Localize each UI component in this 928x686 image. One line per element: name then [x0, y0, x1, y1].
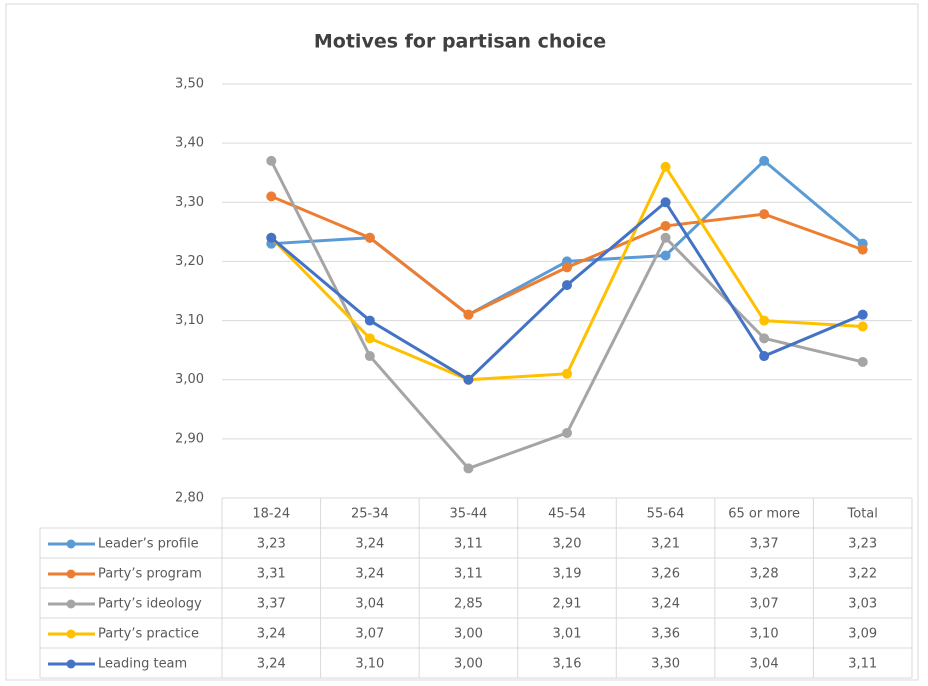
- y-tick-label: 2,80: [175, 491, 204, 506]
- x-tick-label: 45-54: [548, 507, 586, 522]
- y-tick-label: 2,90: [175, 431, 204, 446]
- point: [562, 427, 572, 438]
- chart-title: Motives for partisan choice: [314, 31, 606, 53]
- table-cell: 3,20: [553, 537, 582, 552]
- x-tick-label: Total: [847, 507, 878, 522]
- table-cell: 3,11: [454, 567, 483, 582]
- table-cell: 3,09: [848, 627, 877, 642]
- table-cell: 3,16: [553, 657, 582, 672]
- table-cell: 3,28: [750, 567, 779, 582]
- point: [660, 161, 671, 172]
- table-cell: 3,00: [454, 657, 483, 672]
- point: [266, 232, 277, 243]
- point: [463, 309, 474, 320]
- table-cell: 3,10: [355, 657, 384, 672]
- table-cell: 3,07: [750, 597, 779, 612]
- point: [759, 315, 770, 326]
- y-tick-label: 3,30: [175, 195, 204, 210]
- y-tick-label: 3,20: [175, 254, 204, 269]
- point: [759, 155, 770, 166]
- table-cell: 2,91: [553, 597, 582, 612]
- legend-label: Leading team: [98, 657, 187, 672]
- table-cell: 3,11: [454, 537, 483, 552]
- table-cell: 3,24: [257, 627, 286, 642]
- table-cell: 3,11: [848, 657, 877, 672]
- point: [562, 368, 572, 379]
- legend-key-marker: [66, 599, 76, 609]
- table-cell: 3,26: [651, 567, 680, 582]
- point: [759, 333, 770, 344]
- point: [857, 321, 868, 332]
- x-tick-label: 18-24: [252, 507, 290, 522]
- point: [266, 155, 277, 166]
- point: [660, 250, 671, 261]
- point: [364, 232, 375, 243]
- table-cell: 2,85: [454, 597, 483, 612]
- legend-key-marker: [66, 539, 76, 549]
- table-cell: 3,10: [750, 627, 779, 642]
- point: [660, 220, 671, 231]
- point: [857, 356, 868, 367]
- y-tick-label: 3,40: [175, 136, 204, 151]
- table-cell: 3,24: [355, 537, 384, 552]
- point: [857, 244, 868, 255]
- table-cell: 3,01: [553, 627, 582, 642]
- table-cell: 3,36: [651, 627, 680, 642]
- point: [266, 191, 277, 202]
- point: [562, 262, 572, 273]
- point: [463, 374, 474, 385]
- x-tick-label: 35-44: [450, 507, 488, 522]
- point: [759, 209, 770, 220]
- table-cell: 3,24: [355, 567, 384, 582]
- table-cell: 3,37: [750, 537, 779, 552]
- table-cell: 3,04: [750, 657, 779, 672]
- x-tick-label: 25-34: [351, 507, 389, 522]
- table-cell: 3,22: [848, 567, 877, 582]
- table-cell: 3,21: [651, 537, 680, 552]
- table-cell: 3,04: [355, 597, 384, 612]
- legend-key-marker: [66, 659, 76, 669]
- legend-label: Party’s program: [98, 567, 202, 582]
- table-cell: 3,23: [848, 537, 877, 552]
- point: [364, 351, 375, 362]
- y-tick-label: 3,50: [175, 77, 204, 92]
- legend-key-marker: [66, 569, 76, 579]
- x-tick-label: 55-64: [647, 507, 685, 522]
- point: [463, 463, 474, 474]
- legend-label: Party’s practice: [98, 627, 199, 642]
- table-cell: 3,07: [355, 627, 384, 642]
- table-cell: 3,37: [257, 597, 286, 612]
- point: [660, 197, 671, 208]
- table-cell: 3,03: [848, 597, 877, 612]
- point: [759, 351, 770, 362]
- point: [660, 232, 671, 243]
- legend-key-marker: [66, 629, 76, 639]
- y-tick-label: 3,10: [175, 313, 204, 328]
- table-cell: 3,31: [257, 567, 286, 582]
- point: [364, 333, 375, 344]
- x-tick-label: 65 or more: [728, 507, 800, 522]
- table-cell: 3,24: [257, 657, 286, 672]
- table-cell: 3,30: [651, 657, 680, 672]
- table-cell: 3,00: [454, 627, 483, 642]
- point: [857, 309, 868, 320]
- legend-label: Leader’s profile: [98, 537, 199, 552]
- table-cell: 3,23: [257, 537, 286, 552]
- legend-label: Party’s ideology: [98, 597, 202, 612]
- y-tick-label: 3,00: [175, 372, 204, 387]
- point: [562, 280, 572, 291]
- table-cell: 3,24: [651, 597, 680, 612]
- table-cell: 3,19: [553, 567, 582, 582]
- point: [364, 315, 375, 326]
